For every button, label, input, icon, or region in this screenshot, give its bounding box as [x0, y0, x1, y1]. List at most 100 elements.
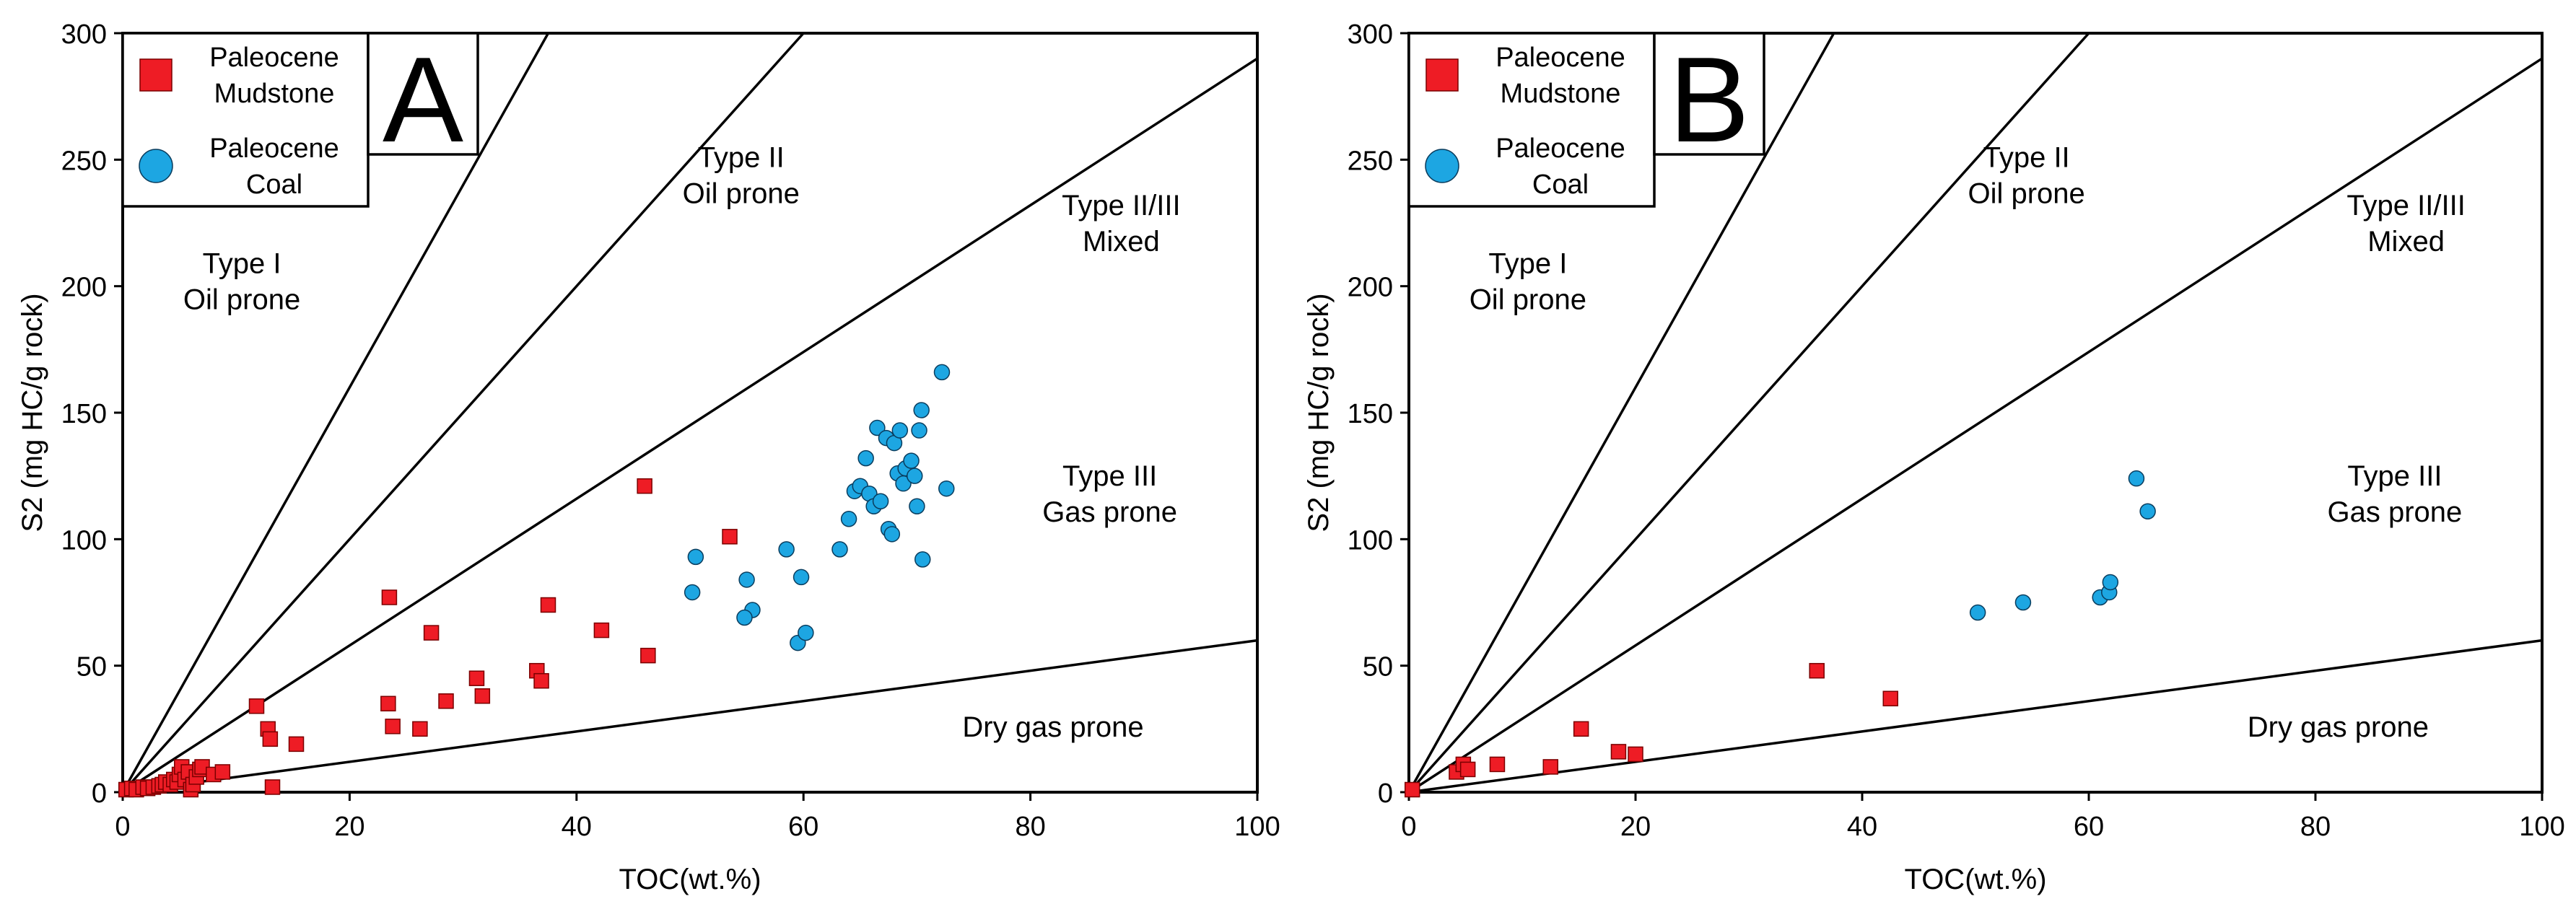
panel-b-coal-point	[2139, 503, 2156, 520]
panel-b-coal-point	[2128, 470, 2145, 487]
panel-b-zone-line-3	[1408, 57, 2543, 794]
panel-a-mudstone-point	[288, 736, 305, 753]
panel-a-coal-point	[684, 584, 701, 601]
panel-b-y-tick-label-250: 250	[1348, 146, 1393, 176]
panel-a-zone-label-4-line-1: Type III	[1062, 460, 1157, 492]
panel-b-y-tick-label-50: 50	[1363, 652, 1393, 683]
panel-b-zone-label-2: Type II Oil prone	[1968, 141, 2084, 209]
panel-b-coal-point	[1969, 604, 1986, 621]
panel-a-mudstone-point	[381, 589, 398, 605]
panel-b-y-tick-label-300: 300	[1348, 19, 1393, 50]
panel-a-mudstone-point	[264, 779, 281, 795]
panel-a-mudstone-point	[722, 529, 738, 545]
panel-b-mudstone-point	[1573, 721, 1589, 737]
panel-b: 0 20 40 60 80 100 0 50 100 150 200 250 300 TOC(wt.%) S…	[1303, 19, 2565, 895]
panel-b-y-tick-label-100: 100	[1348, 525, 1393, 556]
panel-a-mudstone-point	[533, 672, 549, 689]
panel-a-legend-mudstone-marker	[139, 58, 173, 92]
panel-a-zone-label-1-line-2: Oil prone	[183, 284, 300, 316]
panel-a-zone-label-3-line-2: Mixed	[1083, 226, 1160, 258]
panel-a-coal-point	[872, 493, 889, 509]
panel-a-coal-point	[798, 624, 814, 641]
panel-a-letter-box	[367, 32, 479, 156]
panel-b-series-mudstone	[1404, 662, 1898, 798]
panel-b-zone-label-1-line-1: Type I	[1488, 248, 1567, 280]
panel-a-legend-label-2-line-1: Paleocene	[209, 133, 339, 164]
panel-b-zone-label-2-line-2: Oil prone	[1968, 177, 2084, 209]
panel-b-x-tick-label-0: 0	[1401, 812, 1416, 842]
panel-a-coal-point	[857, 449, 874, 467]
panel-a-mudstone-point	[540, 597, 556, 613]
panel-a-y-tick-label-200: 200	[61, 273, 107, 303]
panel-b-zone-line-1	[1407, 32, 1835, 793]
panel-a-zone-label-1-line-1: Type I	[203, 248, 281, 280]
panel-a-x-tick-label-40: 40	[562, 812, 592, 842]
panel-a-series-coal	[684, 364, 955, 651]
panel-a-mudstone-point	[438, 693, 454, 709]
panel-b-legend-label-2-line-1: Paleocene	[1496, 133, 1625, 164]
panel-a-coal-point	[778, 541, 795, 558]
panel-a-mudstone-point	[262, 731, 279, 747]
panel-b-x-tick-label-20: 20	[1620, 812, 1651, 842]
panel-b-x-axis-label: TOC(wt.%)	[1904, 864, 2046, 895]
panel-b-mudstone-point	[1404, 781, 1420, 798]
panel-b-x-tick-label-100: 100	[2519, 812, 2564, 842]
panel-a-zone-label-3-line-1: Type II/III	[1062, 190, 1181, 221]
panel-a-mudstone-point	[637, 478, 652, 494]
panel-b-mudstone-point	[1542, 759, 1558, 775]
panel-a-zone-label-5: Dry gas prone	[962, 711, 1143, 743]
panel-a-mudstone-point	[214, 764, 231, 780]
panel-a-zone-label-1: Type I Oil prone	[183, 248, 300, 316]
panel-a-coal-point	[687, 548, 704, 566]
panel-a-coal-point	[869, 419, 886, 436]
panel-b-mudstone-point	[1610, 744, 1627, 760]
panel-b-mudstone-point	[1809, 662, 1825, 679]
panel-b-zone-label-3-line-1: Type II/III	[2346, 190, 2466, 221]
panel-b-mudstone-point	[1489, 756, 1506, 773]
panel-b-zone-label-4: Type III Gas prone	[2328, 460, 2463, 528]
panel-b-zone-label-3-line-2: Mixed	[2367, 226, 2445, 258]
panel-b-x-tick-label-40: 40	[1847, 812, 1877, 842]
panel-b-zone-line-2	[1407, 32, 2090, 794]
panel-b-zone-label-2-line-1: Type II	[1983, 141, 2070, 173]
panel-a-x-tick-label-100: 100	[1234, 812, 1280, 842]
panel-a-x-tick-label-20: 20	[334, 812, 364, 842]
panel-a-coal-point	[911, 422, 927, 439]
panel-b-legend-label-2-line-2: Coal	[1532, 170, 1589, 200]
panel-a-mudstone-point	[248, 698, 265, 714]
panel-b-zone-label-5-line-1: Dry gas prone	[2248, 711, 2429, 743]
panel-a-zone-line-3	[122, 57, 1258, 794]
panel-a-mudstone-point	[380, 696, 396, 712]
panel-a-coal-point	[891, 422, 909, 439]
panel-a-zone-label-4-line-2: Gas prone	[1042, 496, 1177, 528]
panel-a-legend-label-1-line-2: Mudstone	[214, 79, 335, 109]
panel-a-y-tick-label-300: 300	[61, 19, 107, 50]
panel-b-zone-label-1: Type I Oil prone	[1470, 248, 1586, 316]
panel-b-coal-point	[2102, 574, 2119, 591]
panel-a-coal-point	[793, 569, 810, 586]
panel-a-zone-line-1	[121, 32, 550, 793]
panel-b-y-tick-label-0: 0	[1378, 778, 1393, 809]
panel-b-legend-label-1-line-2: Mudstone	[1501, 79, 1621, 109]
panel-b-y-tick-label-150: 150	[1348, 399, 1393, 429]
panel-b-letter-box	[1653, 32, 1765, 156]
panel-a-coal-point	[913, 402, 930, 418]
panel-b-zone-label-1-line-2: Oil prone	[1470, 284, 1586, 316]
panel-a-y-tick-label-50: 50	[77, 652, 107, 683]
panel-b-zone-label-4-line-2: Gas prone	[2328, 496, 2463, 528]
panel-a-coal-point	[938, 480, 955, 497]
panel-b-x-tick-label-60: 60	[2074, 812, 2104, 842]
panel-b-zone-line-4	[1408, 639, 2543, 794]
panel-a-x-tick-label-60: 60	[788, 812, 818, 842]
panel-a-y-tick-label-100: 100	[61, 525, 107, 556]
panel-a-zone-label-2-line-1: Type II	[698, 141, 785, 173]
panel-a-series-mudstone	[118, 478, 738, 798]
panel-a-coal-point	[883, 526, 901, 543]
panel-a: 0 20 40 60 80 100 0 50 100 150 200 250 300 TOC(wt.%) S…	[17, 19, 1280, 895]
panel-b-legend-label-1-line-1: Paleocene	[1496, 43, 1625, 73]
panel-a-y-tick-label-250: 250	[61, 146, 107, 176]
panel-a-mudstone-point	[385, 719, 401, 734]
panel-a-legend-label-2-line-2: Coal	[246, 170, 302, 200]
panel-a-legend-label-1-line-1: Paleocene	[209, 43, 339, 73]
